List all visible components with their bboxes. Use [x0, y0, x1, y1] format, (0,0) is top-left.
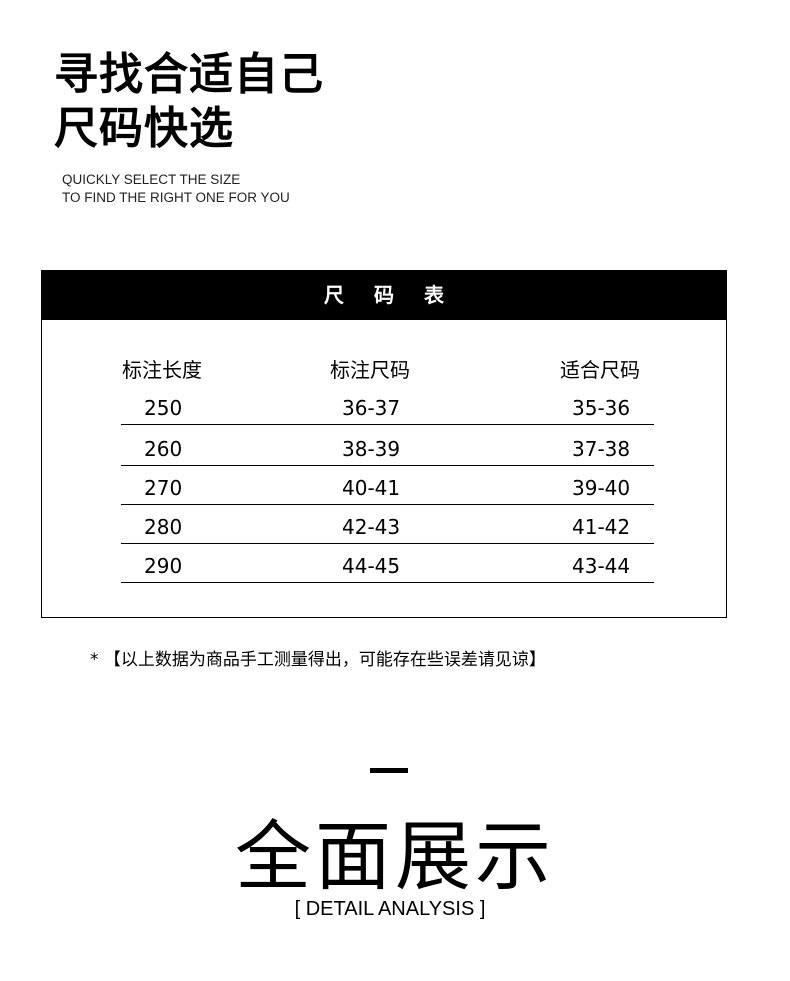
- divider-dash: [370, 768, 408, 773]
- table-cell: 37-38: [572, 437, 631, 461]
- table-cell: 42-43: [342, 515, 401, 539]
- table-cell: 40-41: [342, 476, 401, 500]
- table-row: 270 40-41 39-40: [121, 465, 654, 505]
- section-subtitle: [ DETAIL ANALYSIS ]: [294, 898, 486, 920]
- table-cell: 270: [144, 476, 183, 500]
- table-cell: 35-36: [572, 396, 631, 420]
- measurement-note: * 【以上数据为商品手工测量得出，可能存在些误差请见谅】: [90, 650, 546, 670]
- table-cell: 41-42: [572, 515, 631, 539]
- table-cell: 43-44: [572, 554, 631, 578]
- table-row: 250 36-37 35-36: [121, 385, 654, 425]
- table-row: 290 44-45 43-44: [121, 543, 654, 583]
- page-title-line2: 尺码快选: [54, 103, 234, 154]
- page-title-line1: 寻找合适自己: [54, 49, 324, 100]
- table-cell: 39-40: [572, 476, 631, 500]
- column-header: 标注长度: [122, 358, 202, 382]
- column-header: 标注尺码: [330, 358, 410, 382]
- section-title: 全面展示: [235, 812, 555, 901]
- size-table-title: 尺码表: [42, 271, 726, 320]
- table-row: 280 42-43 41-42: [121, 504, 654, 544]
- table-cell: 260: [144, 437, 183, 461]
- table-cell: 290: [144, 554, 183, 578]
- column-header: 适合尺码: [560, 358, 640, 382]
- table-cell: 38-39: [342, 437, 401, 461]
- subtitle-line1: QUICKLY SELECT THE SIZE: [62, 172, 241, 187]
- table-cell: 250: [144, 396, 183, 420]
- table-cell: 280: [144, 515, 183, 539]
- table-cell: 36-37: [342, 396, 401, 420]
- size-table: 尺码表 标注长度 标注尺码 适合尺码 250 36-37 35-36 260 3…: [41, 270, 727, 618]
- table-row: 260 38-39 37-38: [121, 426, 654, 466]
- subtitle-line2: TO FIND THE RIGHT ONE FOR YOU: [62, 190, 290, 205]
- table-cell: 44-45: [342, 554, 401, 578]
